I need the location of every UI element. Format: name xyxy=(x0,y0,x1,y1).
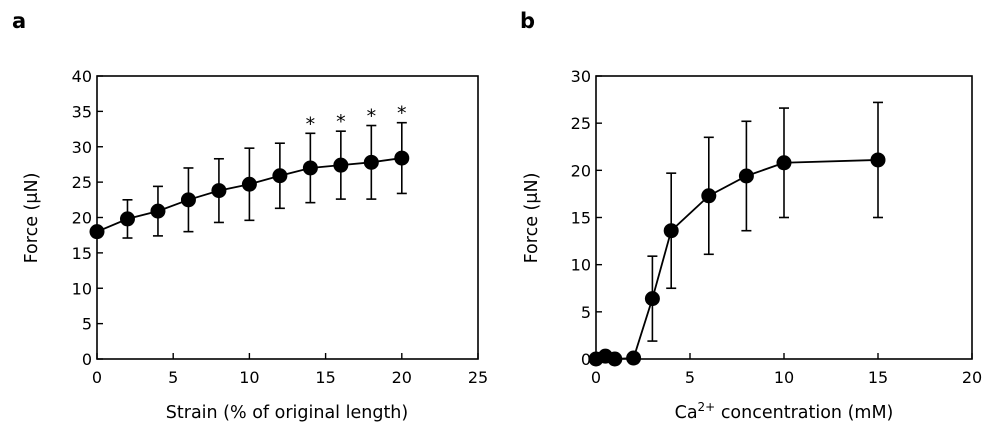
panel-a-y-tick-label: 15 xyxy=(72,244,92,263)
panel-b-x-axis-title: Ca2+ concentration (mM) xyxy=(675,400,894,423)
panel-b-x-axis-title-prefix: Ca xyxy=(675,403,698,423)
panel-a-y-tick-label: 20 xyxy=(72,209,92,228)
panel-b-y-tick-label: 5 xyxy=(581,303,591,322)
panel-b-y-tick-label: 30 xyxy=(571,67,591,86)
panel-a-x-tick-label: 10 xyxy=(239,368,259,387)
panel-b-data-point xyxy=(663,223,679,239)
panel-b-y-tick-label: 25 xyxy=(571,114,591,133)
panel-b-data-point xyxy=(701,188,717,204)
panel-b-data-point xyxy=(776,155,792,171)
panel-b-y-axis-title: Force (μN) xyxy=(522,173,542,264)
panel-a-data-point xyxy=(241,176,257,192)
panel-a-x-axis-title: Strain (% of original length) xyxy=(166,403,408,423)
panel-b-x-tick-label: 20 xyxy=(962,368,982,387)
panel-a-data-point xyxy=(150,203,166,219)
panel-a-data-point xyxy=(180,192,196,208)
panel-b-series-line xyxy=(595,159,879,360)
panel-b-data-point xyxy=(607,351,623,367)
panel-a-data-point xyxy=(394,150,410,166)
panel-a-y-axis-title: Force (μN) xyxy=(22,173,42,264)
panel-a-y-tick-label: 40 xyxy=(72,67,92,86)
panel-a-data-point xyxy=(119,211,135,227)
panel-a-y-tick-label: 35 xyxy=(72,102,92,121)
panel-a-data-point xyxy=(211,183,227,199)
panel-b-y-tick-label: 0 xyxy=(581,350,591,369)
panel-a-label: a xyxy=(12,9,26,33)
panel-b-x-axis-title-suffix: concentration (mM) xyxy=(715,403,893,423)
panel-b-x-tick-label: 5 xyxy=(685,368,695,387)
panel-b-data-point xyxy=(870,152,886,168)
panel-b-data-point xyxy=(626,350,642,366)
panel-a-y-tick-label: 25 xyxy=(72,173,92,192)
panel-a-y-tick-label: 5 xyxy=(82,315,92,334)
panel-b-y-tick-label: 20 xyxy=(571,161,591,180)
panel-b-x-tick-label: 15 xyxy=(868,368,888,387)
panel-b-y-tick-label: 15 xyxy=(571,209,591,228)
panel-a-significance-star: * xyxy=(306,113,316,135)
panel-b-data-point xyxy=(738,168,754,184)
panel-a-y-tick-label: 0 xyxy=(82,350,92,369)
panel-a-x-tick-label: 15 xyxy=(315,368,335,387)
panel-b-data-point xyxy=(644,291,660,307)
panel-a-y-tick-label: 30 xyxy=(72,138,92,157)
panel-b-label: b xyxy=(520,9,535,33)
panel-b-y-tick-label: 10 xyxy=(571,256,591,275)
panel-a-data-point xyxy=(302,160,318,176)
panel-a-data-point xyxy=(272,168,288,184)
panel-a-data-point xyxy=(89,224,105,240)
panel-a-x-tick-label: 20 xyxy=(392,368,412,387)
panel-a-y-tick-label: 10 xyxy=(72,279,92,298)
panel-a-x-tick-label: 25 xyxy=(468,368,488,387)
panel-b-x-tick-label: 0 xyxy=(591,368,601,387)
panel-a-data-point xyxy=(363,154,379,170)
panel-a-x-tick-label: 5 xyxy=(168,368,178,387)
panel-b: b 0 5 10 15 20 0 5 10 15 20 25 30 Ca2+ concentratio… xyxy=(520,9,982,423)
panel-a-data-point xyxy=(333,157,349,173)
panel-a-significance-star: * xyxy=(336,111,346,133)
panel-b-x-tick-label: 10 xyxy=(774,368,794,387)
panel-a-x-tick-label: 0 xyxy=(92,368,102,387)
panel-b-x-axis-title-sup: 2+ xyxy=(698,400,716,414)
panel-a-significance-star: * xyxy=(367,106,377,128)
panel-a: a 0 5 10 15 20 25 0 5 10 15 20 25 30 35 40 * * * * Strain… xyxy=(12,9,488,423)
panel-a-significance-star: * xyxy=(397,103,407,125)
